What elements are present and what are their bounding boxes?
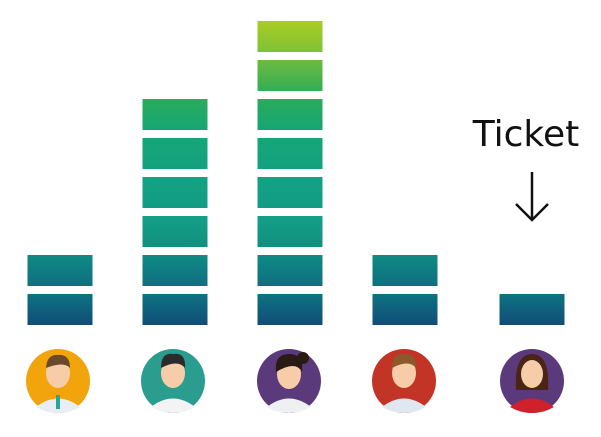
ticket-block [27,294,93,325]
ticket-block [257,60,323,91]
ticket-stack [499,294,565,325]
ticket-block [257,177,323,208]
avatar [26,349,90,413]
ticket-block [257,99,323,130]
ticket-block [142,255,208,286]
ticket-stack [372,255,438,325]
ticket-block [142,177,208,208]
ticket-stack [27,255,93,325]
avatar [500,349,564,413]
avatar [257,349,321,413]
avatar [141,349,205,413]
ticket-block [372,294,438,325]
ticket-block [142,99,208,130]
ticket-stack [142,99,208,325]
ticket-block [142,216,208,247]
ticket-block [142,138,208,169]
ticket-block [257,21,323,52]
arrow [515,172,549,222]
ticket-block [372,255,438,286]
ticket-block [499,294,565,325]
avatar [372,349,436,413]
ticket-stack [257,21,323,325]
annotation: Ticket [472,114,580,155]
ticket-block [257,138,323,169]
ticket-block [257,216,323,247]
avatars [26,349,564,413]
ticket-block [142,294,208,325]
ticket-block [257,294,323,325]
ticket-block [27,255,93,286]
ticket-block [257,255,323,286]
